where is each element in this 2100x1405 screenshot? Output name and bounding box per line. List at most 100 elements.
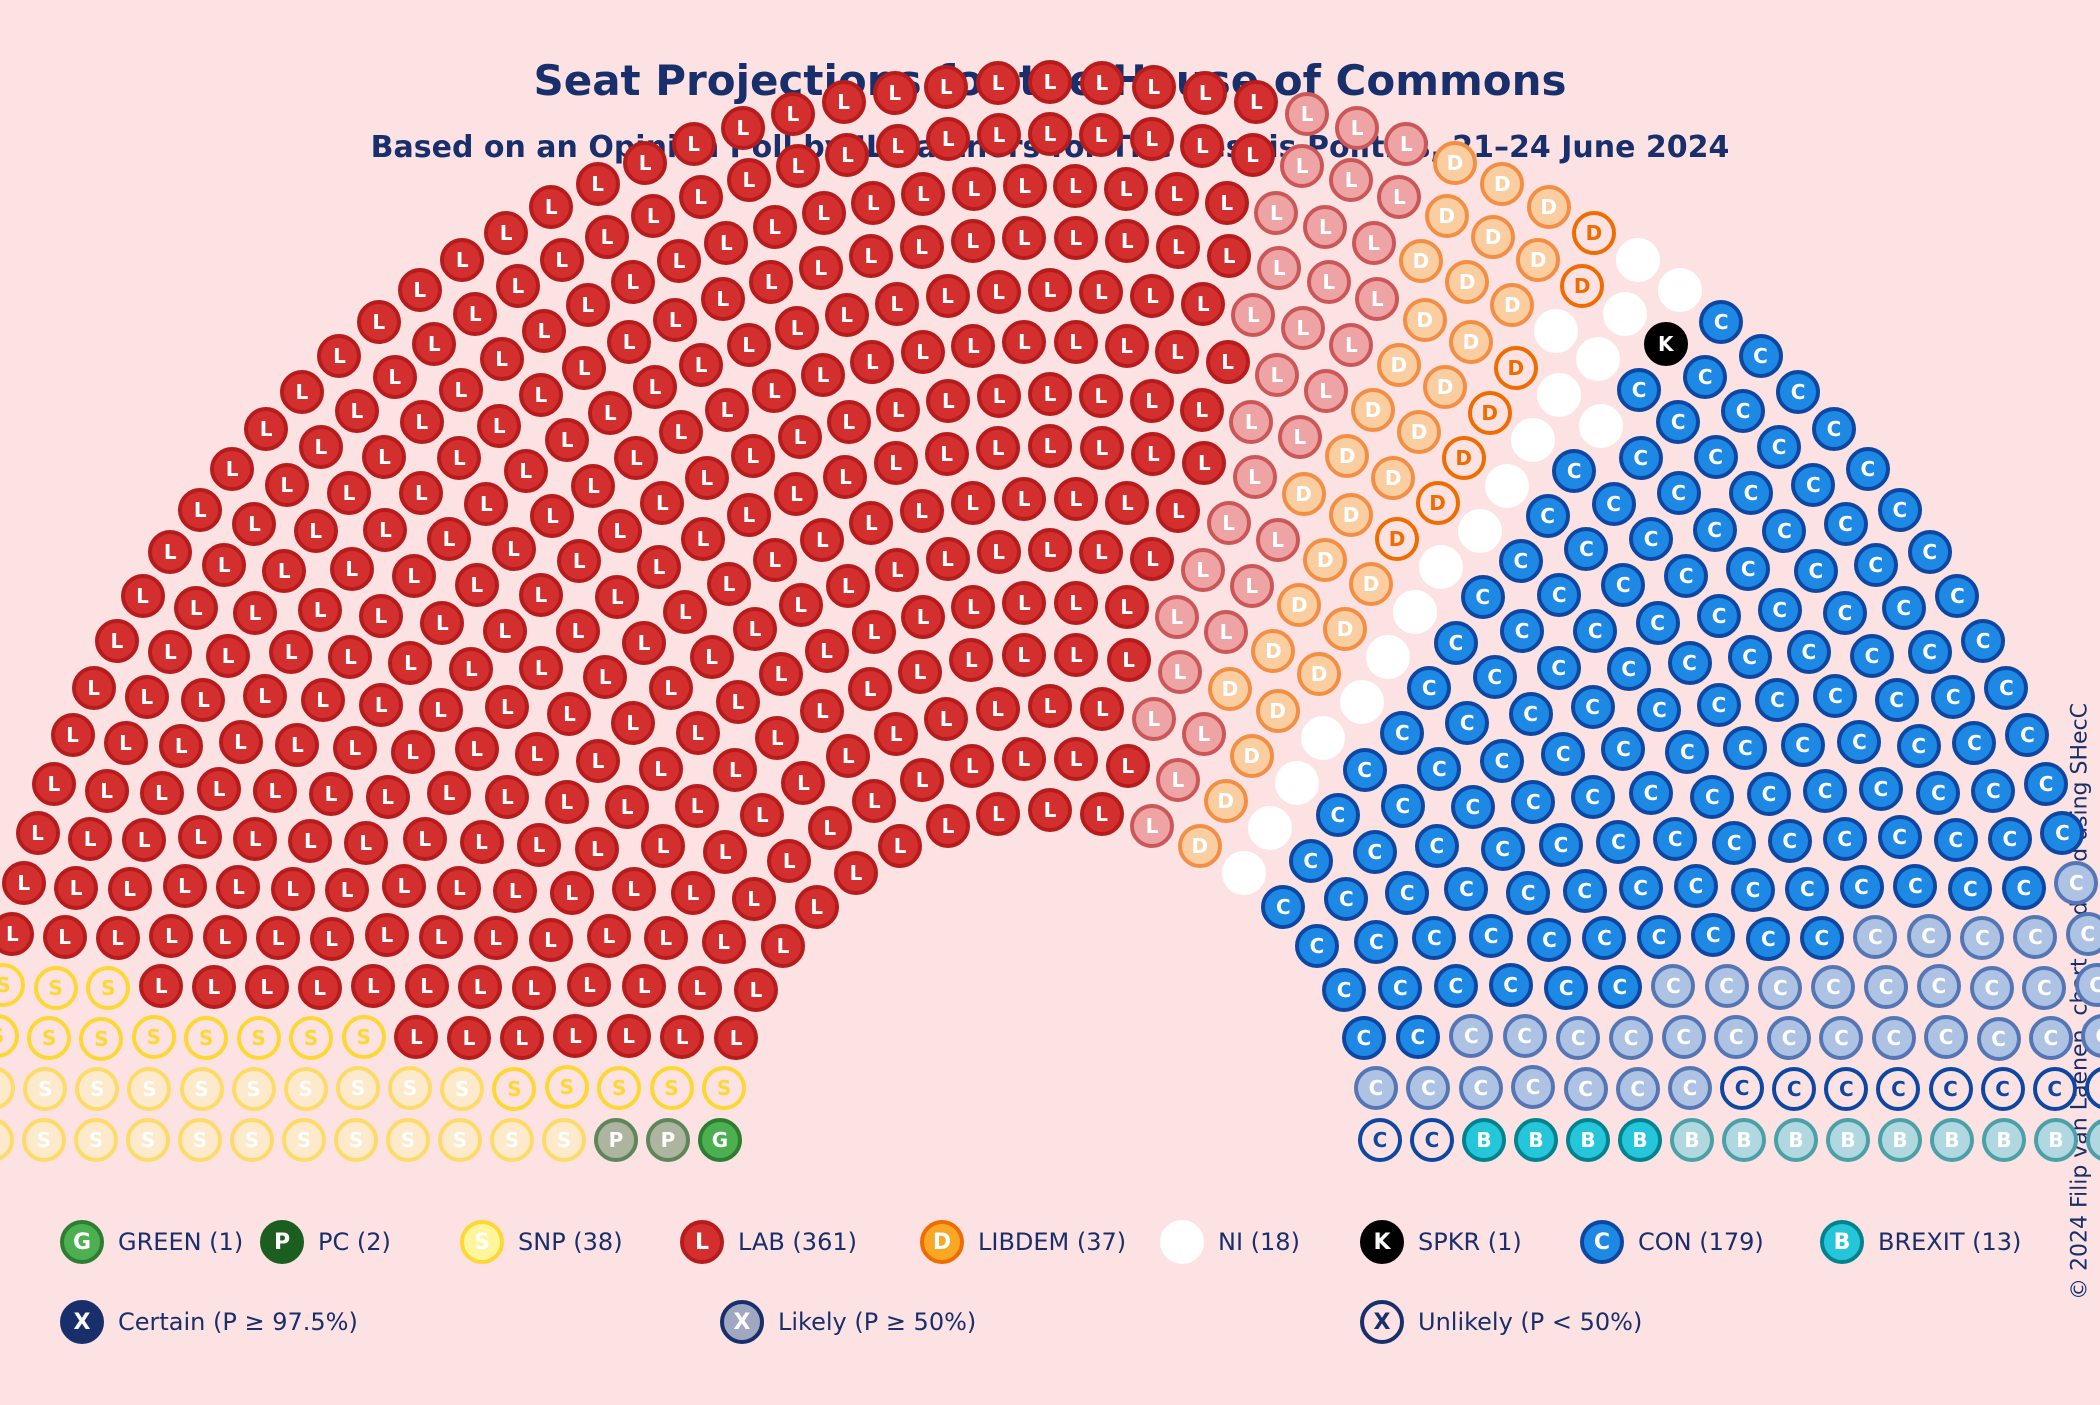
seat-lab: L bbox=[2, 861, 46, 905]
seat-lab: L bbox=[545, 418, 589, 462]
seat-lab: L bbox=[392, 554, 436, 598]
seat-letter: L bbox=[372, 312, 385, 332]
seat-con: C bbox=[1897, 724, 1941, 768]
seat-lab: L bbox=[557, 539, 601, 583]
seat-lab: L bbox=[1234, 80, 1278, 124]
seat-letter: L bbox=[694, 187, 707, 207]
seat-letter: D bbox=[1459, 272, 1476, 292]
seat-lab: L bbox=[672, 122, 716, 166]
seat-libdem: D bbox=[1277, 583, 1321, 627]
seat-ni bbox=[1576, 337, 1620, 381]
legend-party-green: GGREEN (1) bbox=[60, 1220, 243, 1264]
seat-lab: L bbox=[271, 867, 315, 911]
seat-letter: C bbox=[1571, 1028, 1586, 1048]
seat-letter: L bbox=[992, 73, 1005, 93]
seat-lab: L bbox=[202, 543, 246, 587]
seat-libdem: D bbox=[1516, 238, 1560, 282]
seat-letter: L bbox=[1120, 597, 1133, 617]
seat-con: C bbox=[1417, 747, 1461, 791]
seat-letter: D bbox=[1343, 505, 1360, 525]
seat-lab: L bbox=[192, 965, 236, 1009]
seat-letter: G bbox=[712, 1130, 728, 1150]
seat-letter: C bbox=[1495, 751, 1510, 771]
seat-lab: L bbox=[779, 583, 823, 627]
legend-party-label: SPKR (1) bbox=[1418, 1228, 1522, 1256]
seat-letter: D bbox=[1365, 400, 1382, 420]
seat-lab: L bbox=[825, 133, 869, 177]
seat-lab: L bbox=[951, 481, 995, 525]
seat-lab: L bbox=[752, 369, 796, 413]
seat-lab: L bbox=[363, 508, 407, 552]
seat-letter: L bbox=[630, 448, 643, 468]
seat-lab: L bbox=[178, 488, 222, 532]
seat-libdem: D bbox=[1208, 667, 1252, 711]
seat-letter: L bbox=[864, 679, 877, 699]
seat-letter: L bbox=[1172, 237, 1185, 257]
seat-con: C bbox=[1596, 820, 1640, 864]
legend-swatch-icon: D bbox=[920, 1220, 964, 1264]
seat-lab: L bbox=[547, 692, 591, 736]
legend-party-label: LIBDEM (37) bbox=[978, 1228, 1126, 1256]
seat-con: C bbox=[1864, 965, 1908, 1009]
seat-con: C bbox=[1582, 916, 1626, 960]
seat-letter: B bbox=[1528, 1130, 1543, 1150]
seat-lab: L bbox=[530, 494, 574, 538]
seat-letter: C bbox=[1554, 835, 1569, 855]
legend-certainty-unlikely: XUnlikely (P < 50%) bbox=[1360, 1300, 1642, 1344]
seat-letter: C bbox=[1931, 976, 1946, 996]
seat-lab: L bbox=[1131, 432, 1175, 476]
seat-letter: C bbox=[1633, 448, 1648, 468]
seat-letter: L bbox=[155, 783, 168, 803]
seat-letter: L bbox=[967, 597, 980, 617]
seat-letter: C bbox=[1729, 1027, 1744, 1047]
seat-letter: L bbox=[569, 1026, 582, 1046]
seat-lab: L bbox=[1053, 164, 1097, 208]
seat-con: C bbox=[2054, 861, 2098, 905]
seat-con: C bbox=[1619, 436, 1663, 480]
seat-letter: S bbox=[245, 1130, 259, 1150]
seat-letter: L bbox=[1069, 228, 1082, 248]
seat-letter: L bbox=[258, 686, 271, 706]
seat-con: C bbox=[1656, 400, 1700, 444]
seat-letter: C bbox=[1357, 760, 1372, 780]
seat-libdem: D bbox=[1397, 410, 1441, 454]
seat-con: C bbox=[1381, 784, 1425, 828]
seat-letter: S bbox=[401, 1130, 415, 1150]
seat-letter: D bbox=[1243, 746, 1260, 766]
seat-lab: L bbox=[759, 652, 803, 696]
legend-swatch-icon: B bbox=[1820, 1220, 1864, 1264]
seat-letter: L bbox=[1222, 513, 1235, 533]
seat-letter: L bbox=[555, 250, 568, 270]
seat-lab: L bbox=[159, 724, 203, 768]
legend-party-label: SNP (38) bbox=[518, 1228, 623, 1256]
seat-lab: L bbox=[1028, 112, 1072, 156]
seat-letter: S bbox=[455, 1079, 469, 1099]
seat-con: C bbox=[1723, 726, 1767, 770]
seat-lab: L bbox=[1257, 246, 1301, 290]
seat-letter: L bbox=[1044, 696, 1057, 716]
seat-libdem: D bbox=[1490, 283, 1534, 327]
seat-letter: S bbox=[193, 1130, 207, 1150]
seat-letter: L bbox=[218, 555, 231, 575]
seat-letter: C bbox=[1632, 380, 1647, 400]
seat-con: C bbox=[1380, 711, 1424, 755]
seat-con: C bbox=[1824, 502, 1868, 546]
seat-libdem: D bbox=[1325, 434, 1369, 478]
legend-party-label: CON (179) bbox=[1638, 1228, 1764, 1256]
seat-letter: C bbox=[1707, 520, 1722, 540]
seat-letter: L bbox=[664, 678, 677, 698]
seat-libdem: D bbox=[1560, 264, 1604, 308]
seat-letter: S bbox=[94, 1029, 108, 1049]
seat-lab: L bbox=[1182, 441, 1226, 485]
seat-letter: C bbox=[1521, 883, 1536, 903]
seat-letter: L bbox=[917, 607, 930, 627]
seat-letter: S bbox=[194, 1079, 208, 1099]
seat-letter: L bbox=[420, 976, 433, 996]
seat-letter: B bbox=[1476, 1130, 1491, 1150]
seat-letter: L bbox=[1018, 593, 1031, 613]
seat-lab: L bbox=[771, 92, 815, 136]
seat-lab: L bbox=[1181, 548, 1225, 592]
seat-letter: C bbox=[1762, 784, 1777, 804]
seat-letter: L bbox=[777, 936, 790, 956]
seat-lab: L bbox=[1002, 737, 1046, 781]
